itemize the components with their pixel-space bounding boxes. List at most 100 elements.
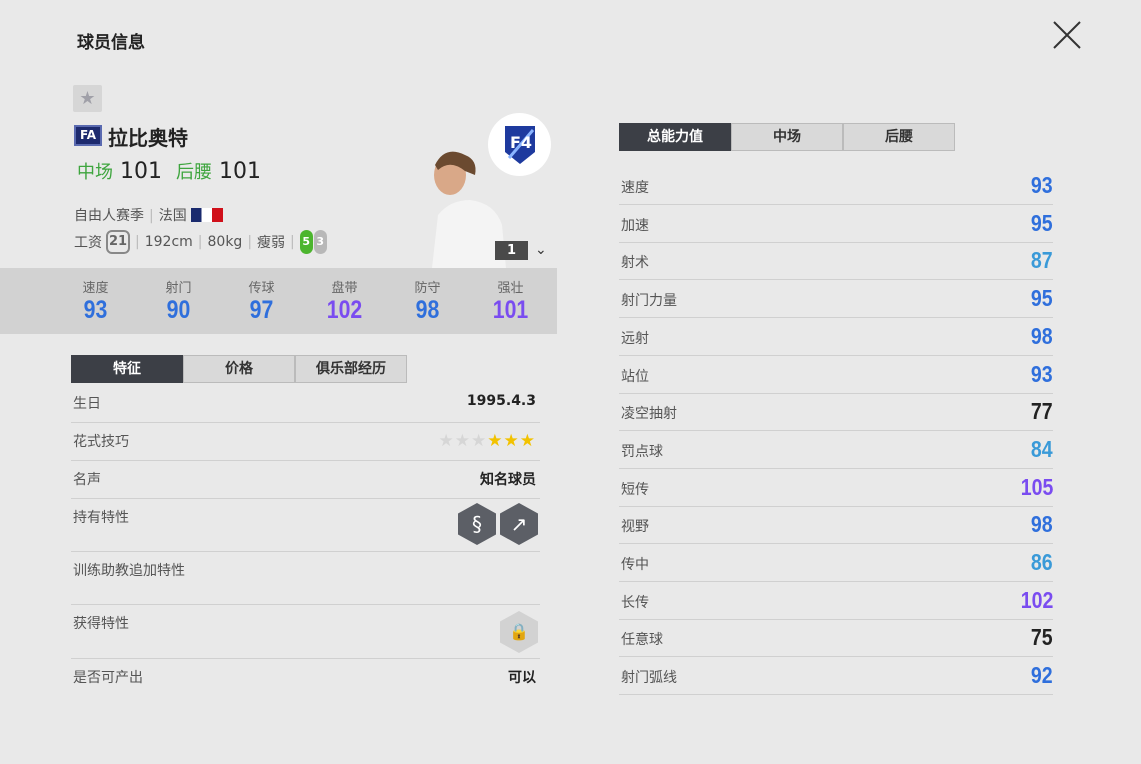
level-selector[interactable]: 1: [495, 241, 528, 260]
tab-price[interactable]: 价格: [183, 355, 295, 383]
attribute-value: 92: [1031, 662, 1053, 689]
position-ovr: 101: [219, 159, 261, 184]
attribute-row: 射门力量 95: [619, 280, 1053, 319]
wage-label: 工资: [74, 235, 102, 251]
attribute-value: 75: [1031, 624, 1053, 651]
weak-foot-icon: 3: [313, 230, 327, 254]
position-label: 中场: [77, 162, 113, 183]
attribute-value: 93: [1031, 360, 1053, 387]
tab-midfield[interactable]: 中场: [731, 123, 843, 151]
attribute-tabs: 总能力值 中场 后腰: [619, 123, 955, 151]
stat-physical: 强壮 101: [469, 268, 552, 334]
position-label: 后腰: [176, 162, 212, 183]
skill-stars: ★★★★★★: [439, 431, 537, 451]
star-icon: ★: [487, 431, 504, 451]
attribute-row: 任意球 75: [619, 619, 1053, 658]
stat-label: 盘带: [331, 281, 358, 296]
stat-passing: 传球 97: [220, 268, 303, 334]
attribute-row: 射门弧线 92: [619, 657, 1053, 696]
position-ovr: 101: [120, 159, 162, 184]
attribute-label: 视野: [621, 519, 649, 536]
tab-overall[interactable]: 总能力值: [619, 123, 731, 151]
attribute-row: 凌空抽射 77: [619, 393, 1053, 432]
stat-dribbling: 盘带 102: [303, 268, 386, 334]
tab-traits[interactable]: 特征: [71, 355, 183, 383]
chevron-down-icon[interactable]: ⌄: [535, 242, 547, 258]
weight: 80kg: [207, 234, 243, 250]
tab-cdm[interactable]: 后腰: [843, 123, 955, 151]
attribute-row: 远射 98: [619, 318, 1053, 356]
attribute-value: 105: [1020, 473, 1053, 500]
attribute-label: 射术: [621, 255, 649, 272]
attribute-label: 传中: [621, 557, 649, 573]
stat-label: 射门: [165, 281, 192, 296]
detail-label: 名声: [73, 472, 101, 488]
height: 192cm: [144, 234, 193, 250]
attribute-value: 93: [1031, 172, 1053, 198]
attribute-label: 加速: [621, 217, 649, 234]
attribute-value: 77: [1031, 398, 1053, 425]
snake-dribble-icon[interactable]: §: [458, 503, 496, 545]
detail-row-producible: 是否可产出 可以: [71, 659, 540, 695]
attribute-value: 95: [1031, 209, 1053, 236]
detail-label: 是否可产出: [73, 670, 143, 686]
attribute-row: 射术 87: [619, 242, 1053, 281]
long-pass-icon[interactable]: ↗: [500, 503, 538, 545]
player-photo: [432, 151, 506, 268]
attribute-label: 凌空抽射: [621, 406, 677, 423]
club-logo: F4: [488, 113, 551, 176]
nation: 法国: [158, 208, 187, 224]
attribute-value: 86: [1031, 549, 1053, 575]
detail-row-coach: 训练助教追加特性: [71, 552, 540, 605]
attribute-row: 速度 93: [619, 167, 1053, 205]
stat-value: 97: [249, 296, 274, 324]
season-nation: 自由人赛季 | 法国: [74, 205, 224, 225]
attribute-value: 87: [1031, 247, 1053, 274]
attribute-label: 任意球: [621, 632, 663, 649]
star-icon: ★: [438, 431, 455, 451]
attribute-row: 罚点球 84: [619, 431, 1053, 469]
card-badge: FA: [74, 125, 102, 146]
detail-label: 获得特性: [73, 616, 129, 632]
attribute-row: 长传 102: [619, 582, 1053, 620]
attribute-value: 95: [1031, 285, 1053, 312]
stat-speed: 速度 93: [54, 268, 137, 334]
player-name: 拉比奥特: [108, 126, 188, 150]
stat-label: 防守: [414, 281, 441, 296]
detail-tabs: 特征 价格 俱乐部经历: [71, 355, 407, 383]
attribute-row: 短传 105: [619, 469, 1053, 507]
stat-value: 101: [492, 296, 529, 324]
detail-row-birthday: 生日 1995.4.3: [71, 385, 540, 423]
close-icon[interactable]: [1050, 18, 1084, 52]
detail-value: 知名球员: [480, 472, 536, 488]
detail-value: 可以: [508, 670, 536, 686]
star-icon: ★: [471, 431, 488, 451]
attribute-row: 传中 86: [619, 544, 1053, 582]
stat-defending: 防守 98: [386, 268, 469, 334]
detail-label: 生日: [73, 396, 101, 412]
svg-text:F4: F4: [510, 133, 532, 152]
attribute-value: 102: [1020, 586, 1053, 613]
attribute-row: 视野 98: [619, 506, 1053, 545]
favorite-star-button[interactable]: ★: [73, 85, 102, 112]
attribute-label: 长传: [621, 594, 649, 611]
wage-badge: 21: [106, 230, 130, 254]
detail-label: 持有特性: [73, 510, 129, 526]
stat-label: 传球: [248, 281, 275, 296]
tab-club-history[interactable]: 俱乐部经历: [295, 355, 407, 383]
strong-foot-icon: 5: [299, 230, 313, 254]
stat-label: 强壮: [497, 281, 524, 296]
detail-label: 花式技巧: [73, 434, 129, 450]
detail-row-skill: 花式技巧 ★★★★★★: [71, 423, 540, 461]
detail-label: 训练助教追加特性: [73, 563, 185, 579]
detail-row-acquired: 获得特性 🔒: [71, 605, 540, 659]
summary-stats: 速度 93 射门 90 传球 97 盘带 102 防守 98 强壮 101: [0, 268, 557, 334]
body-type: 瘦弱: [257, 235, 286, 251]
star-icon: ★: [503, 431, 520, 451]
star-icon: ★: [519, 431, 536, 451]
france-flag-icon: [191, 208, 224, 222]
stat-value: 98: [415, 296, 440, 324]
stat-label: 速度: [82, 281, 109, 296]
attribute-label: 站位: [621, 368, 649, 385]
stat-shooting: 射门 90: [137, 268, 220, 334]
